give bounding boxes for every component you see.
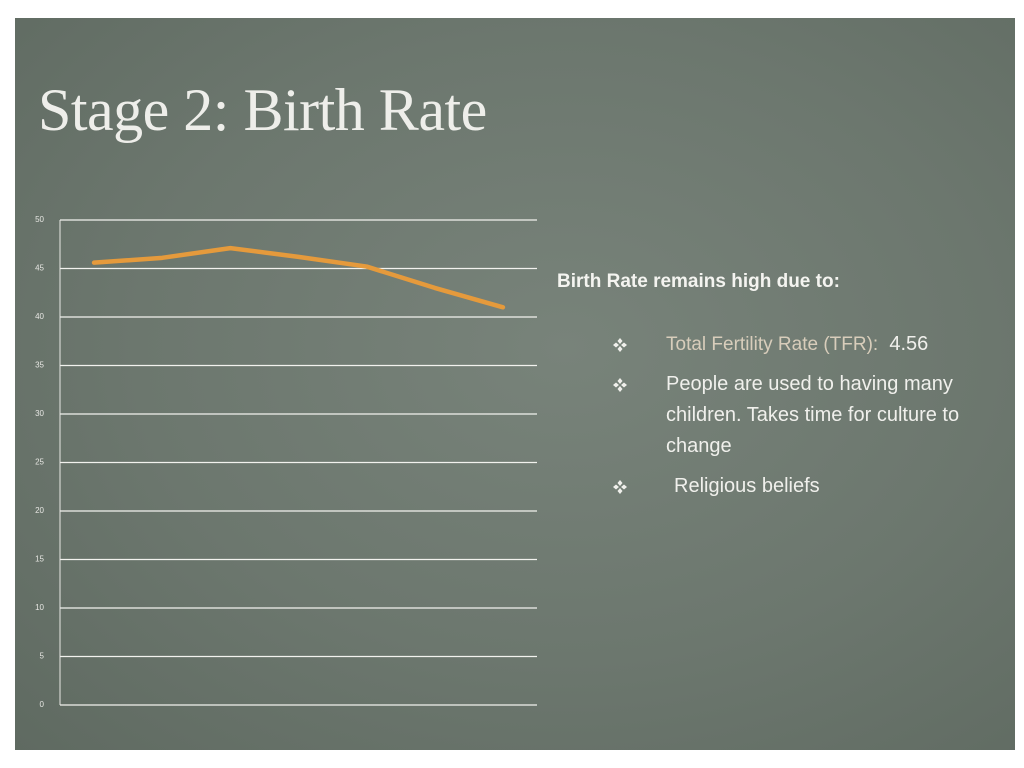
chart: 0 5 10 15 20 25 30 35 40 45 50 [35, 215, 537, 709]
y-tick-label: 15 [35, 555, 44, 564]
heading: Birth Rate remains high due to: [557, 271, 840, 292]
bullet-item: Total Fertility Rate (TFR): 4.56 [666, 329, 1006, 360]
y-tick-label: 50 [35, 215, 44, 224]
bullet-label: Total Fertility Rate (TFR): [666, 334, 879, 355]
y-tick-label: 0 [40, 700, 45, 709]
y-tick-label: 35 [35, 361, 44, 370]
y-tick-label: 25 [35, 458, 44, 467]
bullet-icon [613, 338, 627, 352]
y-tick-label: 40 [35, 312, 44, 321]
slide: Stage 2: Birth Rate 0 5 10 15 20 25 30 35 40 45 50… [15, 18, 1015, 750]
y-tick-label: 45 [35, 264, 44, 273]
bullet-icon [613, 480, 627, 494]
data-line [91, 245, 506, 310]
bullet-item: Religious beliefs [674, 475, 820, 497]
y-tick-label: 20 [35, 506, 44, 515]
y-tick-label: 30 [35, 409, 44, 418]
bullet-value: 4.56 [889, 333, 929, 355]
bullet-icon [613, 378, 627, 392]
y-tick-label: 5 [40, 652, 45, 661]
slide-title: Stage 2: Birth Rate [38, 77, 487, 143]
bullet-item: People are used to having many children.… [666, 373, 960, 457]
y-tick-label: 10 [35, 603, 44, 612]
